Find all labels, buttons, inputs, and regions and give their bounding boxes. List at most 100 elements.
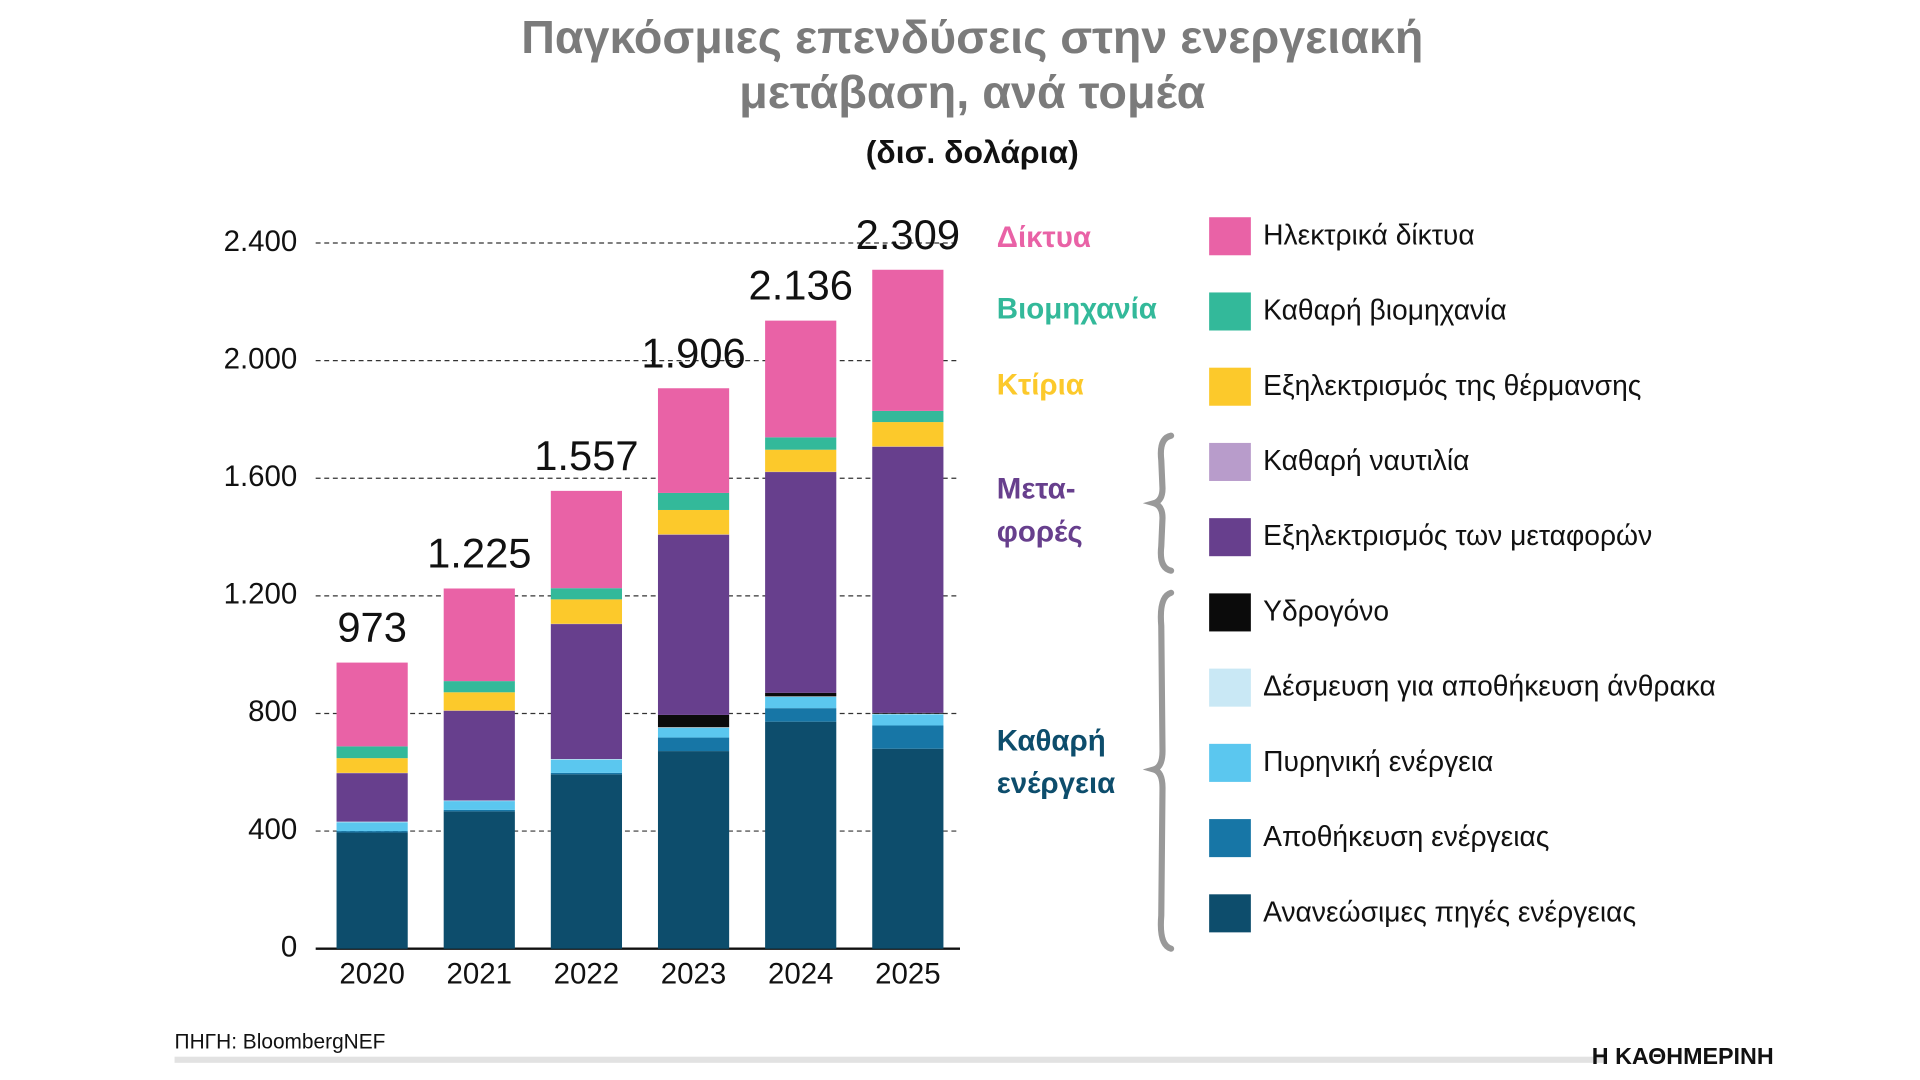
chart-title: Παγκόσμιες επενδύσεις στην ενεργειακή	[521, 11, 1423, 63]
bar-segment	[765, 437, 837, 450]
group-label: Καθαρή	[997, 724, 1106, 757]
x-tick-label: 2020	[339, 957, 404, 990]
legend-label: Εξηλεκτρισμός των μεταφορών	[1263, 519, 1652, 551]
legend-label: Πυρηνική ενέργεια	[1263, 745, 1493, 777]
legend-label: Ηλεκτρικά δίκτυα	[1263, 218, 1475, 250]
bar-segment	[550, 490, 623, 589]
total-label: 1.225	[427, 530, 531, 577]
bar-segment	[443, 710, 515, 801]
bar-segment	[765, 449, 837, 472]
y-tick-label: 2.000	[224, 342, 298, 375]
brace	[1142, 589, 1175, 952]
total-label: 973	[337, 604, 407, 651]
bar-segment	[443, 801, 515, 810]
bar-segment	[550, 588, 623, 600]
chart-subtitle: (δισ. δολάρια)	[866, 134, 1079, 170]
y-tick-label: 1.200	[224, 578, 298, 611]
total-label: 1.557	[534, 432, 638, 479]
bar-segment	[872, 714, 944, 726]
bar-segment	[443, 809, 515, 812]
brace	[1142, 432, 1175, 574]
bar-segment	[443, 692, 515, 711]
bar-segment	[336, 832, 408, 949]
bar-segment	[765, 320, 837, 438]
x-tick-label: 2022	[554, 957, 620, 990]
bar-segment	[765, 472, 837, 693]
legend-label: Δέσμευση για αποθήκευση άνθρακα	[1263, 670, 1716, 702]
y-tick-label: 2.400	[224, 225, 298, 258]
legend-swatch	[1209, 819, 1251, 858]
bar-segment	[657, 737, 730, 752]
bar-segment	[765, 692, 837, 697]
bar-segment	[336, 822, 408, 832]
bar-segment	[443, 800, 515, 802]
bar-segment	[872, 713, 944, 715]
bar-segment	[336, 773, 408, 822]
bar-segment	[657, 751, 730, 949]
legend-swatch	[1209, 518, 1251, 557]
x-tick-label: 2023	[661, 957, 727, 990]
bar-segment	[550, 759, 623, 760]
bar-segment	[765, 696, 837, 709]
y-tick-label: 800	[248, 695, 297, 728]
bar-segment	[550, 772, 623, 775]
source: ΠΗΓΗ: BloombergNEF	[175, 1031, 386, 1054]
legend-swatch	[1209, 442, 1251, 481]
group-label: ενέργεια	[997, 767, 1115, 800]
legend-label: Εξηλεκτρισμός της θέρμανσης	[1263, 369, 1641, 401]
group-label: Βιομηχανία	[997, 292, 1157, 325]
bar-segment	[336, 662, 408, 747]
total-label: 2.309	[856, 211, 960, 258]
y-tick-label: 0	[281, 930, 297, 963]
bar-segment	[336, 831, 408, 833]
bar-segment	[657, 492, 730, 510]
bar-segment	[443, 811, 515, 949]
bar-segment	[872, 446, 944, 713]
bar-segment	[657, 727, 730, 728]
x-tick-label: 2025	[875, 957, 940, 990]
bar-segment	[765, 721, 837, 949]
legend-label: Καθαρή βιομηχανία	[1263, 294, 1507, 326]
legend-swatch	[1209, 292, 1251, 331]
legend-swatch	[1209, 894, 1251, 933]
bar-segment	[657, 714, 730, 728]
bar-segment	[336, 821, 408, 823]
group-label: Κτίρια	[997, 368, 1084, 401]
bar-segment	[657, 509, 730, 535]
bar-segment	[872, 748, 944, 949]
legend-label: Ανανεώσιμες πηγές ενέργειας	[1263, 895, 1636, 927]
total-label: 2.136	[748, 262, 852, 309]
total-label: 1.906	[641, 329, 745, 376]
group-label: Μετα-	[997, 473, 1076, 506]
bar-segment	[550, 759, 623, 773]
footer-rule	[174, 1056, 1605, 1063]
legend-swatch	[1209, 668, 1251, 707]
brand: Η ΚΑΘΗΜΕΡΙΝΗ	[1592, 1043, 1774, 1069]
x-tick-label: 2021	[447, 957, 512, 990]
legend-swatch	[1209, 743, 1251, 782]
y-tick-label: 400	[248, 813, 297, 846]
bar-segment	[443, 681, 515, 693]
bar-segment	[336, 758, 408, 773]
legend-label: Υδρογόνο	[1263, 594, 1389, 626]
bar-segment	[872, 725, 944, 749]
group-label: Δίκτυα	[997, 221, 1091, 254]
group-label: φορές	[997, 516, 1083, 549]
bar-segment	[872, 422, 944, 447]
bar-segment	[550, 624, 623, 760]
bar-segment	[872, 410, 944, 423]
bar-segment	[765, 708, 837, 722]
bar-segment	[336, 746, 408, 759]
bar-segment	[657, 534, 730, 715]
legend-label: Καθαρή ναυτιλία	[1263, 444, 1469, 476]
legend-label: Αποθήκευση ενέργειας	[1263, 820, 1549, 852]
y-tick-label: 1.600	[224, 460, 298, 493]
bar-segment	[872, 269, 944, 411]
bar-segment	[550, 599, 623, 624]
legend-swatch	[1209, 367, 1251, 406]
bar-segment	[765, 696, 837, 697]
chart-title: μετάβαση, ανά τομέα	[739, 66, 1206, 118]
bar-segment	[657, 388, 730, 493]
bar-segment	[657, 727, 730, 738]
